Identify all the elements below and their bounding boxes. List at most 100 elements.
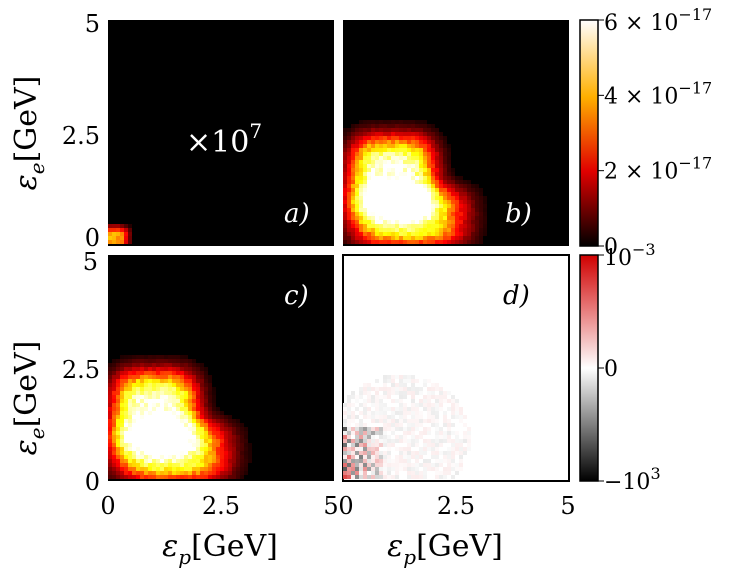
heatmap-cell bbox=[184, 391, 188, 395]
difference-cell bbox=[443, 471, 447, 475]
heatmap-cell bbox=[391, 124, 395, 128]
heatmap-cell bbox=[351, 204, 355, 208]
difference-cell bbox=[435, 467, 439, 471]
heatmap-cell bbox=[140, 399, 144, 403]
heatmap-cell bbox=[415, 188, 419, 192]
difference-cell bbox=[411, 391, 415, 395]
heatmap-cell bbox=[383, 192, 387, 196]
heatmap-cell bbox=[208, 439, 212, 443]
heatmap-cell bbox=[383, 228, 387, 232]
heatmap-cell bbox=[192, 423, 196, 427]
heatmap-cell bbox=[208, 379, 212, 383]
heatmap-cell bbox=[188, 391, 192, 395]
heatmap-cell bbox=[387, 208, 391, 212]
heatmap-cell bbox=[140, 391, 144, 395]
heatmap-cell bbox=[212, 387, 216, 391]
heatmap-cell bbox=[228, 415, 232, 419]
heatmap-cell bbox=[212, 463, 216, 467]
heatmap-cell bbox=[479, 220, 483, 224]
difference-cell bbox=[371, 387, 375, 391]
heatmap-cell bbox=[411, 148, 415, 152]
heatmap-cell bbox=[351, 236, 355, 240]
heatmap-cell bbox=[475, 232, 479, 236]
heatmap-cell bbox=[132, 459, 136, 463]
heatmap-cell bbox=[108, 471, 112, 475]
heatmap-cell bbox=[176, 411, 180, 415]
heatmap-cell bbox=[136, 451, 140, 455]
difference-cell bbox=[399, 379, 403, 383]
heatmap-cell bbox=[184, 375, 188, 379]
heatmap-cell bbox=[459, 232, 463, 236]
heatmap-cell bbox=[475, 188, 479, 192]
heatmap-cell bbox=[403, 132, 407, 136]
heatmap-cell bbox=[116, 367, 120, 371]
heatmap-cell bbox=[355, 136, 359, 140]
heatmap-cell bbox=[156, 415, 160, 419]
heatmap-cell bbox=[419, 236, 423, 240]
heatmap-cell bbox=[471, 192, 475, 196]
heatmap-cell bbox=[212, 395, 216, 399]
heatmap-cell bbox=[156, 399, 160, 403]
heatmap-cell bbox=[212, 471, 216, 475]
heatmap-cell bbox=[375, 180, 379, 184]
heatmap-cell bbox=[200, 467, 204, 471]
heatmap-cell bbox=[355, 176, 359, 180]
heatmap-cell bbox=[180, 367, 184, 371]
heatmap-cell bbox=[184, 415, 188, 419]
heatmap-cell bbox=[144, 439, 148, 443]
heatmap-cell bbox=[387, 216, 391, 220]
heatmap-cell bbox=[180, 447, 184, 451]
heatmap-cell bbox=[192, 379, 196, 383]
heatmap-cell bbox=[447, 216, 451, 220]
heatmap-cell bbox=[451, 220, 455, 224]
heatmap-cell bbox=[124, 375, 128, 379]
heatmap-cell bbox=[407, 184, 411, 188]
heatmap-cell bbox=[148, 471, 152, 475]
heatmap-cell bbox=[447, 148, 451, 152]
heatmap-cell bbox=[140, 363, 144, 367]
heatmap-cell bbox=[172, 435, 176, 439]
heatmap-cell bbox=[411, 204, 415, 208]
heatmap-cell bbox=[192, 451, 196, 455]
heatmap-cell bbox=[399, 148, 403, 152]
heatmap-cell bbox=[164, 475, 168, 479]
heatmap-cell bbox=[455, 188, 459, 192]
heatmap-cell bbox=[403, 172, 407, 176]
heatmap-cell bbox=[184, 431, 188, 435]
difference-cell bbox=[407, 431, 411, 435]
heatmap-cell bbox=[116, 471, 120, 475]
heatmap-cell bbox=[164, 455, 168, 459]
heatmap-cell bbox=[363, 168, 367, 172]
heatmap-cell bbox=[379, 184, 383, 188]
heatmap-cell bbox=[196, 371, 200, 375]
heatmap-cell bbox=[236, 467, 240, 471]
heatmap-cell bbox=[399, 236, 403, 240]
heatmap-cell bbox=[379, 172, 383, 176]
heatmap-cell bbox=[411, 156, 415, 160]
heatmap-cell bbox=[224, 439, 228, 443]
heatmap-cell bbox=[363, 228, 367, 232]
heatmap-cell bbox=[172, 463, 176, 467]
heatmap-cell bbox=[479, 196, 483, 200]
heatmap-cell bbox=[192, 399, 196, 403]
heatmap-cell bbox=[423, 124, 427, 128]
difference-cell bbox=[383, 467, 387, 471]
heatmap-cell bbox=[383, 132, 387, 136]
difference-cell bbox=[443, 435, 447, 439]
heatmap-cell bbox=[136, 371, 140, 375]
heatmap-cell bbox=[455, 204, 459, 208]
heatmap-cell bbox=[347, 184, 351, 188]
heatmap-cell bbox=[455, 240, 459, 244]
heatmap-cell bbox=[367, 160, 371, 164]
difference-cell bbox=[463, 435, 467, 439]
heatmap-cell bbox=[387, 240, 391, 244]
difference-cell bbox=[347, 463, 351, 467]
heatmap-cell bbox=[148, 359, 152, 363]
heatmap-cell bbox=[208, 435, 212, 439]
heatmap-cell bbox=[399, 144, 403, 148]
heatmap-cell bbox=[479, 216, 483, 220]
heatmap-cell bbox=[128, 224, 132, 228]
heatmap-cell bbox=[435, 216, 439, 220]
heatmap-cell bbox=[112, 471, 116, 475]
difference-cell bbox=[375, 407, 379, 411]
